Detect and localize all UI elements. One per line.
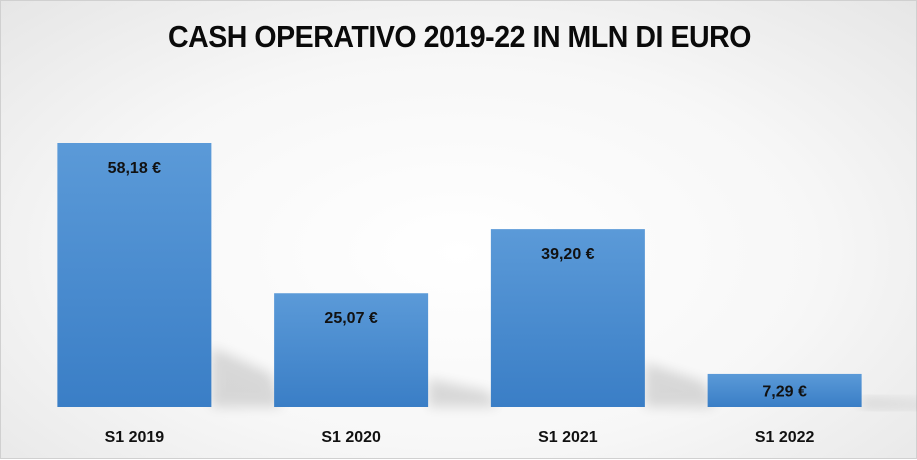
- bar-shadow: [211, 347, 282, 407]
- x-tick-label: S1 2020: [321, 429, 381, 446]
- bar-s1-2021: [490, 229, 645, 407]
- data-label: 39,20 €: [541, 246, 594, 263]
- bar-s1-2019: [57, 143, 212, 407]
- bar-s1-2022: [707, 373, 862, 407]
- bar-shadow: [644, 362, 715, 407]
- chart-title: CASH OPERATIVO 2019-22 IN MLN DI EURO: [167, 19, 752, 54]
- x-tick-label: S1 2019: [105, 429, 165, 446]
- x-tick-label: S1 2021: [538, 429, 598, 446]
- data-label: 7,29 €: [762, 383, 807, 400]
- bar-shadow: [428, 378, 499, 407]
- bar-s1-2020: [274, 293, 429, 407]
- data-label: 25,07 €: [324, 310, 377, 327]
- x-tick-label: S1 2022: [755, 429, 815, 446]
- bar-shadow: [861, 398, 917, 407]
- data-label: 58,18 €: [108, 160, 161, 177]
